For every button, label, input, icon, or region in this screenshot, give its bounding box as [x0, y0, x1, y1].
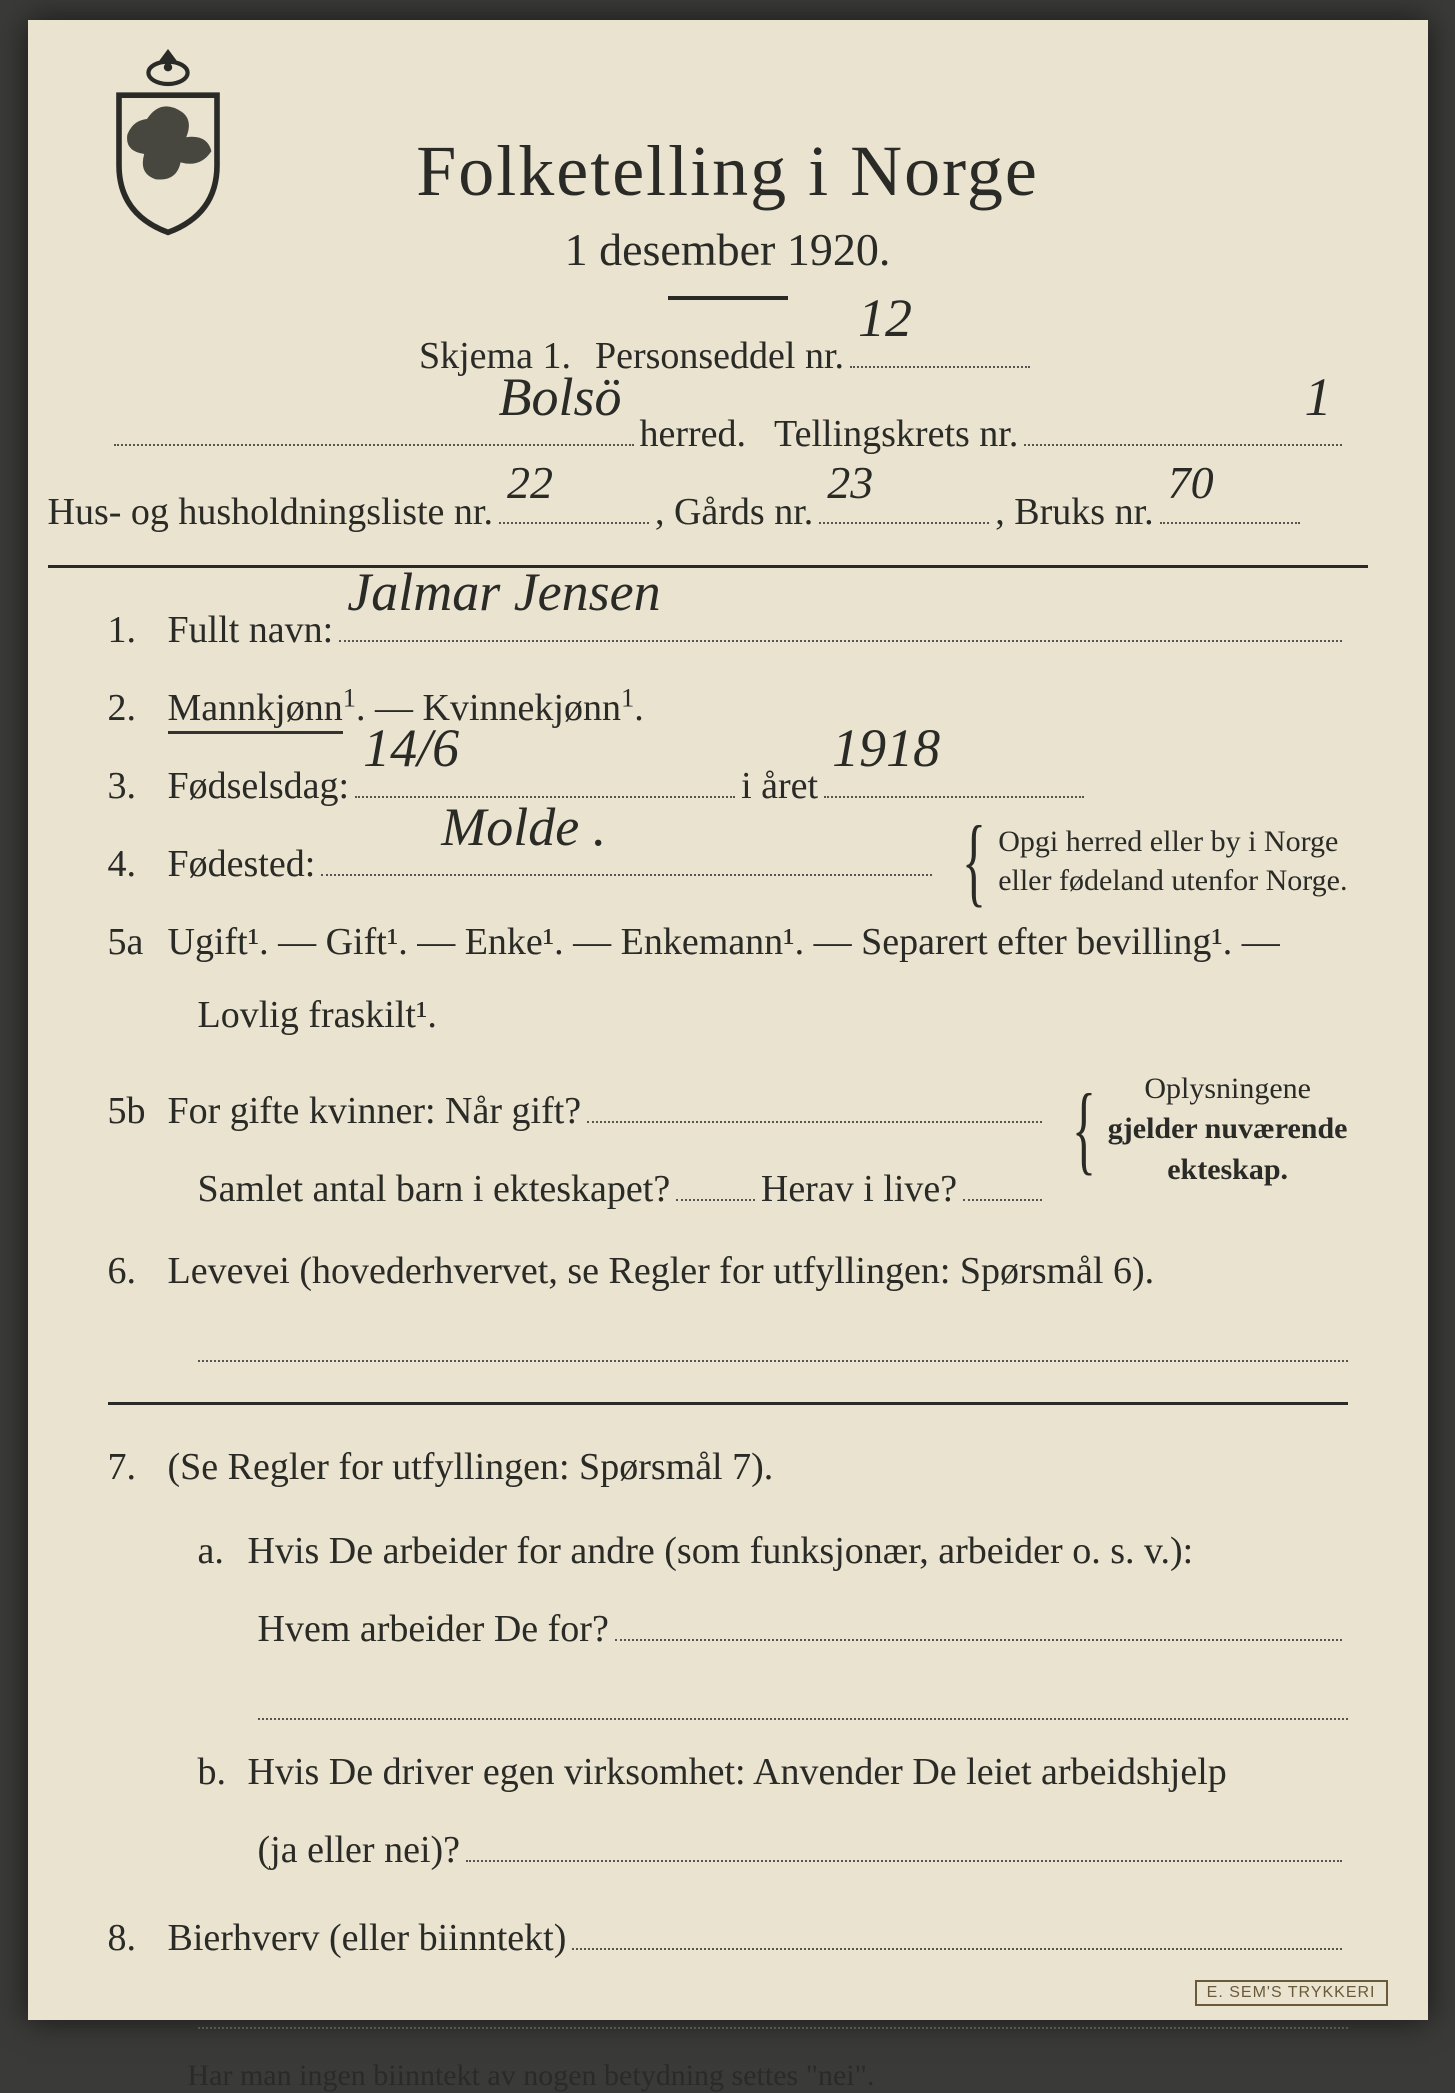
q8-field-2 — [198, 2004, 1348, 2028]
q7-row: 7. (Se Regler for utfyllingen: Spørsmål … — [108, 1431, 1348, 1503]
q4-note: Opgi herred eller by i Norge eller fødel… — [998, 822, 1347, 900]
q5b-block: 5b For gifte kvinner: Når gift? Samlet a… — [108, 1069, 1348, 1225]
q2-male: Mannkjønn — [168, 687, 343, 734]
hus-value: 22 — [507, 439, 553, 526]
q7a-l2: Hvem arbeider De for? — [258, 1593, 609, 1665]
q5b-note-l3: ekteskap. — [1108, 1150, 1348, 1191]
q2-sup1: 1 — [343, 682, 356, 712]
header-divider — [668, 296, 788, 300]
q5a-opts2: Lovlig fraskilt¹. — [198, 994, 437, 1036]
hus-row: Hus- og husholdningsliste nr. 22 , Gårds… — [48, 476, 1368, 548]
form-title: Folketelling i Norge — [108, 130, 1348, 213]
q6-row: 6. Levevei (hovederhvervet, se Regler fo… — [108, 1235, 1348, 1307]
q7-num: 7. — [108, 1431, 168, 1503]
bruks-field: 70 — [1160, 481, 1300, 525]
q4-field: Molde . — [321, 832, 932, 876]
q5a-row: 5a Ugift¹. — Gift¹. — Enke¹. — Enkemann¹… — [108, 906, 1348, 978]
q3-year-value: 1918 — [832, 697, 940, 800]
skjema-row: Skjema 1. Personseddel nr. 12 — [108, 320, 1348, 392]
q5a-opts: Ugift¹. — Gift¹. — Enke¹. — Enkemann¹. —… — [168, 906, 1280, 978]
q8-field — [572, 1906, 1341, 1950]
q7a-row1: a. Hvis De arbeider for andre (som funks… — [198, 1515, 1348, 1587]
bruks-value: 70 — [1168, 439, 1214, 526]
q1-field: Jalmar Jensen — [339, 598, 1341, 642]
q8-row: 8. Bierhverv (eller biinntekt) — [108, 1902, 1348, 1974]
brace-icon-2: { — [1072, 1094, 1096, 1164]
q2-row: 2. Mannkjønn1. — Kvinnekjønn1. — [108, 672, 1348, 744]
census-form-page: Folketelling i Norge 1 desember 1920. Sk… — [28, 20, 1428, 2020]
q5b-note-l2: gjelder nuværende — [1108, 1109, 1348, 1150]
hus-label: Hus- og husholdningsliste nr. — [48, 476, 493, 548]
q5b-l2a: Samlet antal barn i ekteskapet? — [198, 1153, 671, 1225]
q5b-note: Oplysningene gjelder nuværende ekteskap. — [1108, 1069, 1348, 1191]
herred-row: Bolsö herred. Tellingskrets nr. 1 — [108, 398, 1348, 470]
q7-label: (Se Regler for utfyllingen: Spørsmål 7). — [168, 1431, 774, 1503]
q1-row: 1. Fullt navn: Jalmar Jensen — [108, 594, 1348, 666]
q7a-field-2 — [258, 1695, 1348, 1719]
q6-field — [198, 1337, 1348, 1361]
herred-label: herred. — [640, 398, 747, 470]
gaards-value: 23 — [827, 439, 873, 526]
q8-label: Bierhverv (eller biinntekt) — [168, 1902, 567, 1974]
q7b-l1: Hvis De driver egen virksomhet: Anvender… — [248, 1736, 1227, 1808]
hus-field: 22 — [499, 481, 649, 525]
q2-sup2: 1 — [621, 682, 634, 712]
q4-row: 4. Fødested: Molde . { Opgi herred eller… — [108, 822, 1348, 900]
q5a-num: 5a — [108, 906, 168, 978]
q1-label: Fullt navn: — [168, 594, 334, 666]
tellingskrets-value: 1 — [1305, 346, 1332, 449]
q5b-note-l1: Oplysningene — [1108, 1069, 1348, 1110]
q5b-live-field — [963, 1157, 1042, 1201]
q7b-row1: b. Hvis De driver egen virksomhet: Anven… — [198, 1736, 1348, 1808]
q5b-l2b: Herav i live? — [761, 1153, 957, 1225]
personseddel-field: 12 — [850, 324, 1030, 368]
q8-num: 8. — [108, 1902, 168, 1974]
gaards-label: , Gårds nr. — [655, 476, 813, 548]
q4-label: Fødested: — [168, 828, 316, 900]
q7b-l2: (ja eller nei)? — [258, 1814, 461, 1886]
q4-note-l2: eller fødeland utenfor Norge. — [998, 861, 1347, 900]
herred-value: Bolsö — [498, 346, 621, 449]
brace-icon: { — [962, 826, 986, 896]
printer-stamp: E. SEM'S TRYKKERI — [1195, 1980, 1388, 2006]
q1-value: Jalmar Jensen — [347, 541, 660, 644]
q7b-field — [466, 1818, 1341, 1862]
q5b-gift-field — [587, 1079, 1042, 1123]
q5a-row2: Lovlig fraskilt¹. — [198, 979, 1348, 1051]
q1-num: 1. — [108, 594, 168, 666]
q3-year-field: 1918 — [824, 754, 1084, 798]
header-rule — [48, 565, 1368, 568]
gaards-field: 23 — [819, 481, 989, 525]
herred-field: Bolsö — [114, 402, 634, 446]
personseddel-label: Personseddel nr. — [595, 320, 844, 392]
q4-num: 4. — [108, 828, 168, 900]
q3-row: 3. Fødselsdag: 14/6 i året 1918 — [108, 750, 1348, 822]
q7a-l1: Hvis De arbeider for andre (som funksjon… — [248, 1515, 1194, 1587]
q3-mid: i året — [741, 750, 818, 822]
q7a-field — [615, 1597, 1342, 1641]
q6-label: Levevei (hovederhvervet, se Regler for u… — [168, 1235, 1155, 1307]
bruks-label: , Bruks nr. — [995, 476, 1153, 548]
q3-num: 3. — [108, 750, 168, 822]
form-header: Folketelling i Norge 1 desember 1920. — [108, 130, 1348, 300]
q5b-num: 5b — [108, 1075, 168, 1147]
q6-num: 6. — [108, 1235, 168, 1307]
q2-end: . — [634, 687, 644, 729]
q5b-barn-field — [676, 1157, 755, 1201]
form-subtitle: 1 desember 1920. — [108, 223, 1348, 276]
q3-label: Fødselsdag: — [168, 750, 350, 822]
personseddel-value: 12 — [858, 267, 912, 370]
q7a-row2: Hvem arbeider De for? — [258, 1593, 1348, 1665]
q5b-l1a: For gifte kvinner: Når gift? — [168, 1075, 582, 1147]
q7a-num: a. — [198, 1515, 248, 1587]
q4-value: Molde . — [441, 776, 606, 879]
footer-note: Har man ingen biinntekt av nogen betydni… — [188, 2059, 1348, 2093]
q7b-row2: (ja eller nei)? — [258, 1814, 1348, 1886]
mid-rule — [108, 1402, 1348, 1405]
q7b-num: b. — [198, 1736, 248, 1808]
tellingskrets-label: Tellingskrets nr. — [774, 398, 1018, 470]
q2-num: 2. — [108, 672, 168, 744]
q4-note-l1: Opgi herred eller by i Norge — [998, 822, 1347, 861]
